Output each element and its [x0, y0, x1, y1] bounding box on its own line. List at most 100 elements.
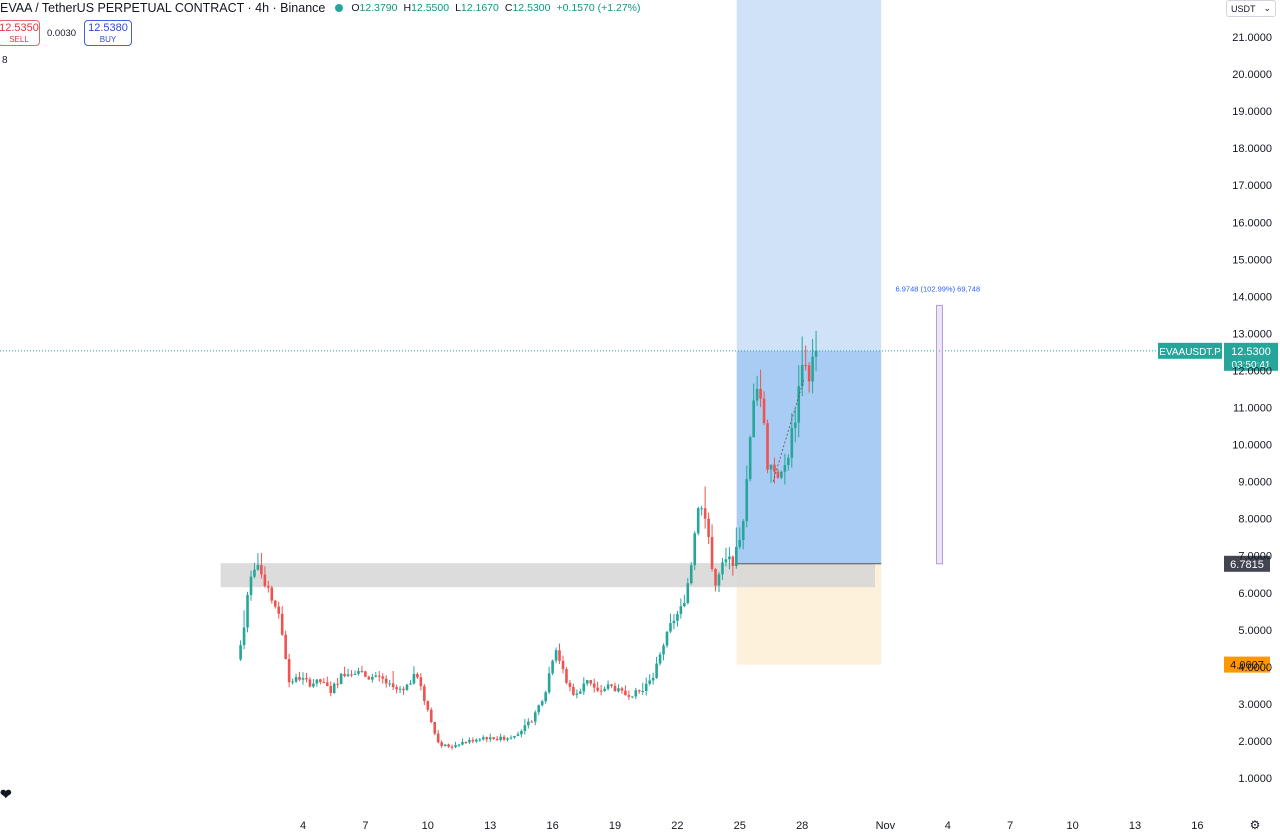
candle-body: [707, 518, 710, 538]
candle-body: [717, 574, 721, 586]
candle-body: [374, 675, 378, 677]
stop-price-tag: [1224, 656, 1270, 673]
candle-body: [807, 365, 811, 382]
candle-body: [384, 678, 388, 684]
candle-body: [700, 508, 703, 510]
y-tick-label: 14.0000: [1232, 291, 1272, 303]
candle-body: [561, 660, 565, 670]
y-tick-label: 21.0000: [1232, 32, 1272, 44]
x-tick-label: 13: [1129, 820, 1141, 832]
candle-body: [423, 686, 426, 702]
candle-body: [471, 740, 475, 742]
candle-body: [800, 365, 804, 387]
candle-body: [502, 736, 506, 740]
countdown-text: 03:50:41: [1232, 360, 1271, 371]
candle-body: [447, 744, 450, 747]
support-zone: [220, 563, 876, 588]
candle-body: [454, 745, 457, 748]
x-tick-label: 10: [1066, 820, 1078, 832]
candle-body: [277, 606, 281, 614]
y-tick-label: 3.0000: [1238, 699, 1272, 711]
tradingview-logo-icon[interactable]: ❤: [0, 786, 12, 802]
y-tick-label: 15.0000: [1232, 254, 1272, 266]
symbol-title[interactable]: EVAA / TetherUS PERPETUAL CONTRACT · 4h …: [0, 1, 326, 15]
buy-label: BUY: [99, 35, 117, 44]
currency-selector[interactable]: USDT ⌄: [1226, 0, 1276, 17]
candle-body: [381, 676, 385, 679]
candle-body: [280, 613, 284, 635]
candle-body: [412, 673, 416, 684]
candle-body: [544, 692, 547, 702]
candle-body: [495, 738, 499, 741]
candle-body: [391, 683, 395, 688]
sell-label: SELL: [9, 35, 29, 44]
profit-zone-upper: [736, 0, 882, 351]
candle-body: [322, 682, 326, 684]
candle-body: [724, 559, 728, 563]
candle-body: [752, 400, 755, 438]
candle-body: [346, 674, 350, 677]
candle-body: [294, 676, 298, 682]
candle-body: [575, 693, 579, 695]
candle-body: [627, 695, 631, 697]
candle-body: [267, 586, 270, 588]
candle-body: [246, 594, 249, 628]
indicator-count[interactable]: 8: [2, 55, 8, 66]
candle-body: [350, 674, 353, 676]
y-tick-label: 5.0000: [1238, 625, 1272, 637]
sell-button[interactable]: 12.5350 SELL: [0, 20, 40, 46]
buy-button[interactable]: 12.5380 BUY: [84, 20, 132, 46]
candle-body: [814, 350, 818, 357]
candle-body: [762, 398, 766, 424]
y-tick-label: 7.0000: [1238, 551, 1272, 563]
candle-body: [301, 678, 305, 680]
candle-body: [506, 738, 509, 740]
candle-body: [665, 631, 669, 646]
candle-body: [714, 569, 717, 586]
candle-body: [273, 600, 277, 607]
candle-body: [613, 685, 617, 692]
candle-body: [530, 721, 534, 723]
candle-body: [610, 684, 613, 686]
candle-body: [686, 583, 690, 604]
candle-body: [537, 705, 541, 713]
candle-body: [759, 388, 762, 399]
candle-body: [748, 437, 752, 480]
buy-price: 12.5380: [88, 22, 128, 34]
candle-body: [568, 682, 572, 687]
chevron-down-icon: ⌄: [1263, 3, 1271, 13]
candle-body: [398, 688, 402, 690]
candle-body: [429, 709, 433, 723]
candle-body: [676, 613, 679, 621]
candle-body: [558, 650, 561, 661]
candle-body: [596, 687, 599, 691]
market-status-icon: [335, 4, 344, 12]
candle-body: [329, 686, 333, 693]
candle-body: [256, 564, 260, 570]
candle-body: [672, 620, 676, 624]
candle-body: [683, 603, 686, 607]
candle-body: [728, 556, 731, 560]
candle-body: [766, 423, 769, 470]
candle-body: [606, 684, 610, 689]
x-tick-label: 13: [484, 820, 496, 832]
candle-body: [488, 737, 492, 740]
candle-body: [509, 737, 513, 739]
candle-body: [357, 670, 360, 674]
settings-icon[interactable]: ⚙: [1249, 818, 1261, 832]
candle-body: [291, 681, 294, 683]
last-price-text: 12.5300: [1231, 346, 1271, 358]
ohlc-low: L12.1670: [455, 2, 499, 14]
candle-body: [769, 464, 773, 470]
candle-body: [755, 388, 759, 401]
x-tick-label: 4: [945, 820, 951, 832]
y-tick-label: 19.0000: [1232, 106, 1272, 118]
x-tick-label: 22: [671, 820, 683, 832]
y-tick-label: 1.0000: [1238, 773, 1272, 785]
candle-body: [336, 683, 339, 685]
candle-body: [662, 645, 665, 655]
candle-body: [457, 744, 461, 746]
candle-body: [520, 731, 523, 735]
candle-body: [620, 688, 624, 691]
